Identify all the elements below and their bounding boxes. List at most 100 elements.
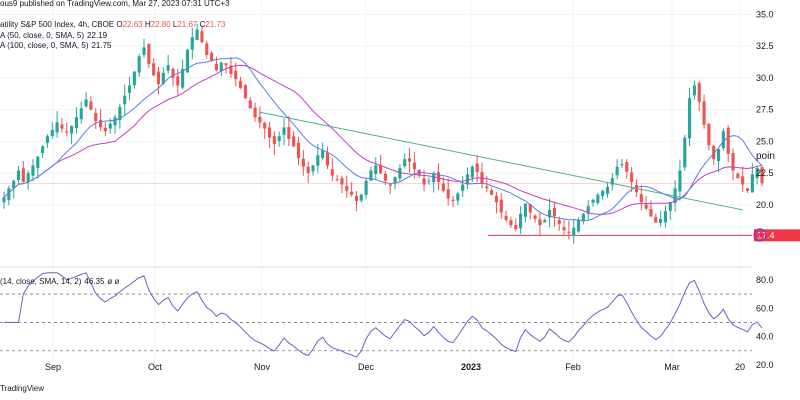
- candle: [277, 136, 281, 141]
- candle: [456, 193, 460, 201]
- candle: [721, 131, 725, 149]
- candle: [142, 47, 146, 55]
- time-tick-label: 20: [735, 362, 745, 372]
- ma100-value: 21.75: [91, 41, 112, 50]
- candle: [533, 215, 537, 219]
- candle: [634, 184, 639, 193]
- candle: [562, 227, 566, 231]
- candle: [668, 202, 672, 211]
- price-axis[interactable]: 35.0 32.5 30.0 27.5 25.0 22.5 20.0: [756, 9, 774, 210]
- candle: [98, 119, 103, 128]
- candle: [712, 146, 716, 160]
- candle: [335, 179, 339, 181]
- candle: [581, 213, 585, 222]
- candles: [2, 23, 764, 244]
- rsi-axis[interactable]: 80.0 60.0 40.0 20.0: [756, 275, 774, 370]
- rsi-pane[interactable]: [0, 272, 763, 358]
- candle: [625, 162, 629, 172]
- candle: [195, 29, 199, 40]
- price-pane[interactable]: [0, 23, 764, 244]
- candle: [465, 174, 470, 185]
- candle: [340, 178, 344, 185]
- candle: [272, 136, 276, 144]
- candle: [688, 98, 692, 139]
- candle: [60, 124, 64, 129]
- candle: [504, 215, 508, 221]
- candle: [736, 173, 740, 179]
- candle: [345, 186, 349, 191]
- candle: [543, 220, 547, 223]
- candle: [147, 43, 151, 64]
- candle: [393, 176, 397, 184]
- ma50-legend[interactable]: A (50, close, 0, SMA, 5) 22.19: [0, 31, 107, 40]
- candle: [702, 101, 706, 125]
- candle: [557, 219, 561, 224]
- candle: [210, 52, 214, 61]
- candle: [755, 168, 759, 179]
- candle: [7, 188, 11, 201]
- candle: [610, 178, 614, 185]
- candle: [287, 127, 291, 139]
- price-tick-label: 32.5: [756, 41, 774, 51]
- candle: [364, 180, 368, 195]
- candle: [692, 85, 696, 96]
- publish-info: ous9 published on TradingView.com, Mar 2…: [0, 0, 230, 8]
- candle: [398, 168, 402, 179]
- candle: [601, 190, 605, 196]
- candle: [412, 162, 416, 170]
- price-tick-label: 25.0: [756, 136, 774, 146]
- time-axis[interactable]: Sep Oct Nov Dec 2023 Feb Mar 20: [45, 362, 745, 372]
- candle: [301, 158, 305, 167]
- candle: [74, 117, 78, 129]
- candle: [716, 148, 721, 162]
- price-tick-label: 27.5: [756, 105, 774, 115]
- ohlc-label: O: [116, 20, 123, 29]
- candle: [485, 186, 489, 189]
- candle: [350, 191, 354, 195]
- candle: [567, 231, 571, 233]
- ma50-line: [3, 57, 763, 222]
- time-tick-label: Dec: [358, 362, 375, 372]
- candle: [432, 173, 436, 183]
- candle: [446, 189, 450, 199]
- candle: [156, 71, 161, 85]
- ohlc-label: C: [197, 20, 206, 29]
- candle: [267, 127, 272, 138]
- candle: [519, 213, 523, 229]
- candle: [152, 63, 156, 76]
- candle: [644, 204, 648, 209]
- candle: [181, 68, 185, 88]
- ma100-legend[interactable]: A (100, close, 0, SMA, 5) 21.75: [0, 41, 112, 50]
- candle: [205, 43, 209, 55]
- candle: [697, 83, 701, 102]
- candle: [359, 194, 363, 201]
- symbol-legend[interactable]: atility S&P 500 Index, 4h, CBOE O22.63 H…: [0, 20, 225, 29]
- candle: [760, 167, 764, 184]
- candle: [639, 194, 643, 203]
- candle: [94, 113, 98, 122]
- candle: [659, 218, 663, 224]
- candle: [514, 225, 518, 229]
- candle: [741, 176, 745, 185]
- candle: [745, 188, 750, 191]
- time-tick-label: Oct: [148, 362, 163, 372]
- ohlc-value: 21.73: [205, 20, 226, 29]
- candle: [108, 123, 112, 129]
- candle: [615, 166, 619, 176]
- candle: [21, 168, 25, 182]
- candle: [630, 172, 634, 182]
- candle: [499, 199, 503, 213]
- gridlines: [0, 0, 752, 372]
- candle: [509, 220, 513, 226]
- candle: [407, 158, 412, 162]
- rsi-legend[interactable]: (14, close, SMA, 14, 2) 46.35 ø ø: [0, 277, 119, 286]
- rsi-extra: ø ø: [107, 277, 120, 286]
- ma100-line: [3, 64, 763, 215]
- candle: [586, 206, 590, 214]
- candle: [547, 209, 552, 218]
- bolt-icon[interactable]: [753, 228, 767, 242]
- ma50-label: A (50, close, 0, SMA, 5): [0, 31, 85, 40]
- brand-footer[interactable]: TradingView: [0, 384, 45, 393]
- rsi-tick-label: 40.0: [756, 332, 774, 342]
- candle: [113, 117, 117, 126]
